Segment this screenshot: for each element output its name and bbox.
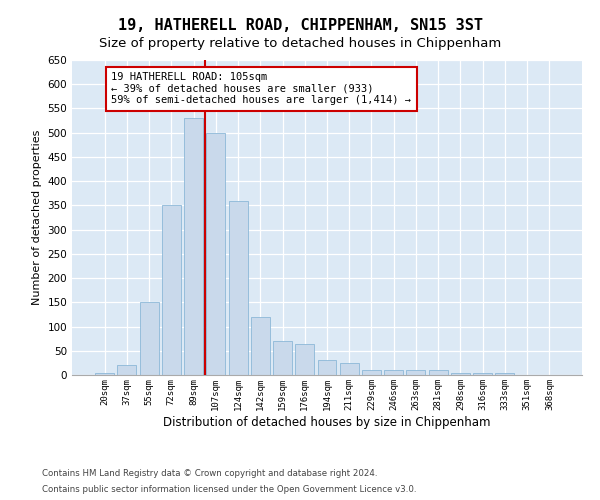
Bar xyxy=(162,206,181,375)
Bar xyxy=(317,360,337,375)
Text: Contains HM Land Registry data © Crown copyright and database right 2024.: Contains HM Land Registry data © Crown c… xyxy=(42,468,377,477)
X-axis label: Distribution of detached houses by size in Chippenham: Distribution of detached houses by size … xyxy=(163,416,491,428)
Bar xyxy=(451,372,470,375)
Bar xyxy=(429,370,448,375)
Text: Size of property relative to detached houses in Chippenham: Size of property relative to detached ho… xyxy=(99,38,501,51)
Bar xyxy=(406,370,425,375)
Bar xyxy=(473,372,492,375)
Bar xyxy=(184,118,203,375)
Bar xyxy=(229,200,248,375)
Bar xyxy=(95,372,114,375)
Bar xyxy=(251,317,270,375)
Text: 19, HATHERELL ROAD, CHIPPENHAM, SN15 3ST: 19, HATHERELL ROAD, CHIPPENHAM, SN15 3ST xyxy=(118,18,482,32)
Bar xyxy=(496,372,514,375)
Y-axis label: Number of detached properties: Number of detached properties xyxy=(32,130,42,305)
Text: Contains public sector information licensed under the Open Government Licence v3: Contains public sector information licen… xyxy=(42,485,416,494)
Bar xyxy=(206,132,225,375)
Bar xyxy=(340,363,359,375)
Bar xyxy=(118,366,136,375)
Bar xyxy=(140,302,158,375)
Bar xyxy=(362,370,381,375)
Text: 19 HATHERELL ROAD: 105sqm
← 39% of detached houses are smaller (933)
59% of semi: 19 HATHERELL ROAD: 105sqm ← 39% of detac… xyxy=(112,72,412,106)
Bar xyxy=(273,341,292,375)
Bar xyxy=(384,370,403,375)
Bar xyxy=(295,344,314,375)
